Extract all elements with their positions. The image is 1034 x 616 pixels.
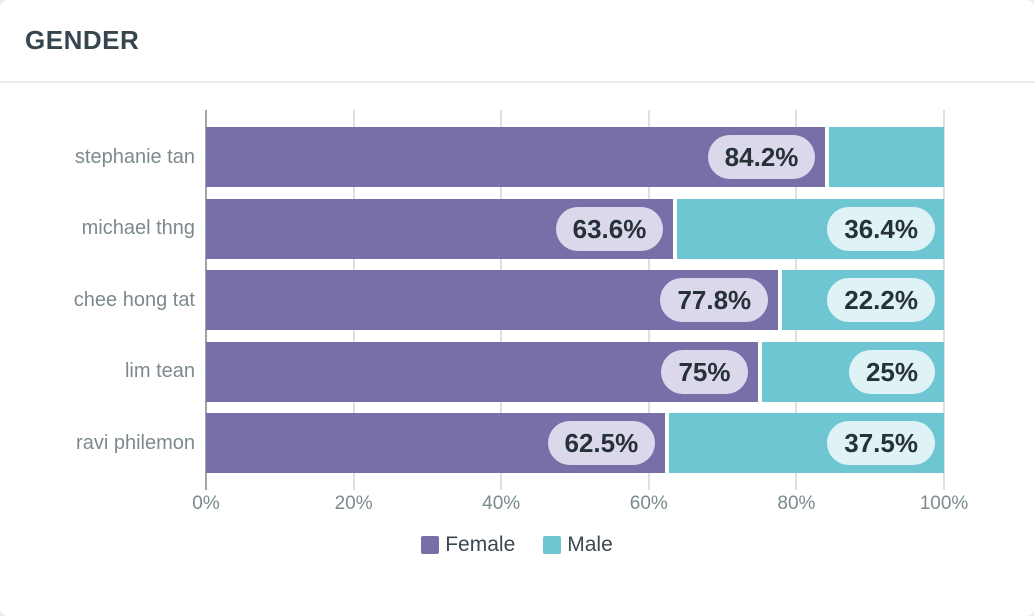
bar-row: 63.6% 36.4%	[206, 198, 944, 259]
female-value-pill: 84.2%	[707, 135, 816, 179]
legend-label-female: Female	[445, 533, 516, 556]
category-label: michael thng	[81, 217, 195, 239]
legend-swatch-male	[543, 536, 562, 554]
category-label: chee hong tat	[73, 288, 195, 311]
x-tick-label: 60%	[629, 493, 668, 514]
card-header: GENDER	[0, 0, 1034, 83]
bar-row: 75% 25%	[206, 341, 944, 402]
legend-swatch-female	[421, 536, 440, 554]
male-bar-segment[interactable]	[829, 127, 944, 187]
x-tick-label: 0%	[192, 493, 220, 514]
bar-row: 62.5% 37.5%	[206, 413, 944, 473]
category-label: stephanie tan	[74, 145, 195, 168]
x-tick-label: 20%	[334, 493, 373, 514]
legend-item-male[interactable]: Male	[543, 533, 613, 557]
male-value-pill: 37.5%	[827, 421, 935, 465]
female-value-pill: 77.8%	[660, 278, 769, 322]
x-tick-label: 40%	[482, 493, 521, 514]
male-value-pill: 36.4%	[827, 206, 935, 251]
bar-row: 84.2%	[206, 127, 944, 187]
chart-title: GENDER	[25, 25, 140, 55]
gridline	[943, 110, 945, 490]
category-label: ravi philemon	[76, 431, 195, 454]
female-value-pill: 63.6%	[555, 206, 664, 251]
male-value-pill: 25%	[848, 349, 935, 394]
category-label: lim tean	[124, 360, 195, 382]
female-value-pill: 62.5%	[547, 421, 656, 465]
female-value-pill: 75%	[661, 349, 748, 394]
male-value-pill: 22.2%	[827, 278, 935, 322]
legend-label-male: Male	[567, 533, 613, 556]
legend: Female Male	[0, 531, 1034, 559]
legend-item-female[interactable]: Female	[421, 533, 515, 557]
x-tick-label: 100%	[919, 493, 969, 514]
bar-row: 77.8% 22.2%	[206, 270, 944, 330]
x-tick-label: 80%	[777, 493, 816, 514]
